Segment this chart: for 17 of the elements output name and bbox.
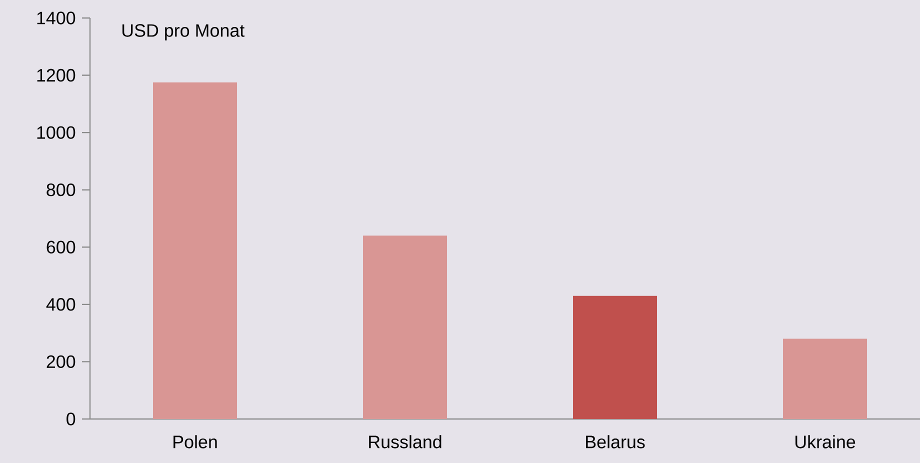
- y-tick-label: 200: [46, 355, 76, 368]
- y-tick-label: 1400: [37, 12, 76, 24]
- y-axis-title: USD pro Monat: [122, 24, 245, 40]
- y-tick-label: 400: [46, 298, 76, 311]
- y-tick-label: 1000: [37, 126, 76, 139]
- y-tick-label: 600: [46, 240, 76, 254]
- x-tick-label: Belarus: [586, 435, 645, 448]
- bar: [153, 82, 238, 419]
- y-tick-label: 1200: [37, 68, 76, 82]
- bar: [363, 236, 448, 419]
- x-tick-label: Ukraine: [796, 435, 856, 448]
- x-tick-label: Russland: [369, 435, 442, 448]
- y-tick-label: 0: [66, 412, 76, 426]
- bar: [573, 296, 658, 419]
- bar: [783, 338, 868, 419]
- y-tick-label: 800: [46, 183, 76, 196]
- x-tick-label: Polen: [174, 435, 217, 448]
